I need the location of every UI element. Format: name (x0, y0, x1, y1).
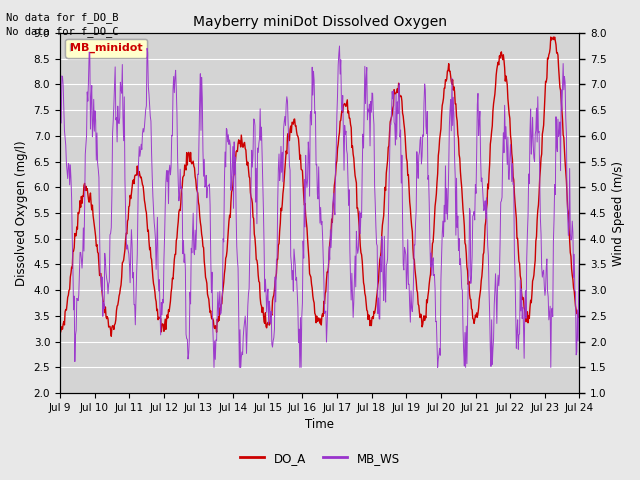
Legend: MB_minidot: MB_minidot (65, 38, 147, 58)
Title: Mayberry miniDot Dissolved Oxygen: Mayberry miniDot Dissolved Oxygen (193, 15, 447, 29)
X-axis label: Time: Time (305, 419, 334, 432)
Y-axis label: Wind Speed (m/s): Wind Speed (m/s) (612, 160, 625, 265)
Legend: DO_A, MB_WS: DO_A, MB_WS (236, 447, 404, 469)
Text: No data for f_DO_B: No data for f_DO_B (6, 12, 119, 23)
Text: No data for f_DO_C: No data for f_DO_C (6, 26, 119, 37)
Y-axis label: Dissolved Oxygen (mg/l): Dissolved Oxygen (mg/l) (15, 140, 28, 286)
